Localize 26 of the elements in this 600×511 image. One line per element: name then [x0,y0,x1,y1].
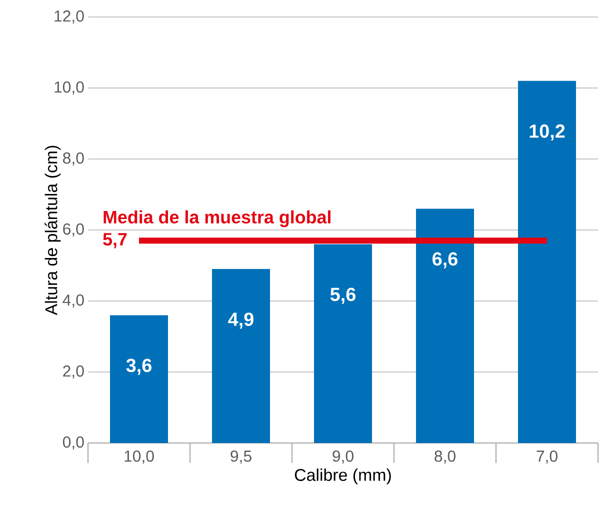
annotation: 5,7 [103,233,127,248]
x-tick-label: 8,0 [434,450,456,464]
ref-line-label: Media de la muestra global [104,210,330,228]
bar [518,80,576,443]
y-tick-label: 2,0 [63,365,84,379]
y-tick-label: 4,0 [62,294,84,308]
data-label: 6,6 [432,252,458,268]
y-tick-label: 0,0 [62,436,84,450]
data-label: 4,9 [228,312,254,329]
x-tick-label: 10,0 [124,450,154,464]
bar [212,269,270,443]
data-label: 5,6 [330,288,356,304]
bar [314,244,372,443]
x-tick-label: 9,5 [230,450,252,464]
bar [110,315,168,443]
y-tick-label: 6,0 [63,223,84,237]
x-tick-label: 9,0 [332,450,354,464]
bar [416,208,474,443]
x-tick-label: 7,0 [536,450,558,464]
y-tick-label: 8,0 [63,152,84,166]
y-axis-title: Altura de plántula (cm) [44,146,61,316]
y-tick-label: 12,0 [54,10,84,24]
x-axis-title: Calibre (mm) [294,468,391,484]
y-tick-label: 10,0 [54,81,84,95]
data-label: 10,2 [530,124,565,141]
data-label: 3,6 [126,358,152,375]
